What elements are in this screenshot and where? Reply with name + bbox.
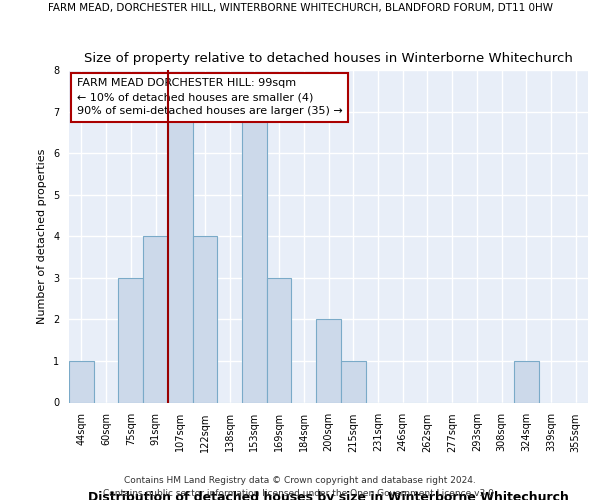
Bar bbox=[69, 361, 94, 403]
Y-axis label: Number of detached properties: Number of detached properties bbox=[37, 148, 47, 324]
Text: FARM MEAD, DORCHESTER HILL, WINTERBORNE WHITECHURCH, BLANDFORD FORUM, DT11 0HW: FARM MEAD, DORCHESTER HILL, WINTERBORNE … bbox=[47, 2, 553, 12]
Bar bbox=[242, 112, 267, 403]
Text: Contains HM Land Registry data © Crown copyright and database right 2024.
Contai: Contains HM Land Registry data © Crown c… bbox=[103, 476, 497, 498]
Bar bbox=[168, 112, 193, 403]
Bar bbox=[118, 278, 143, 402]
Bar bbox=[316, 320, 341, 402]
Bar bbox=[193, 236, 217, 402]
Bar bbox=[514, 361, 539, 403]
X-axis label: Distribution of detached houses by size in Winterborne Whitechurch: Distribution of detached houses by size … bbox=[88, 490, 569, 500]
Bar bbox=[143, 236, 168, 402]
Bar bbox=[267, 278, 292, 402]
Text: FARM MEAD DORCHESTER HILL: 99sqm
← 10% of detached houses are smaller (4)
90% of: FARM MEAD DORCHESTER HILL: 99sqm ← 10% o… bbox=[77, 78, 343, 116]
Bar bbox=[341, 361, 365, 403]
Title: Size of property relative to detached houses in Winterborne Whitechurch: Size of property relative to detached ho… bbox=[84, 52, 573, 64]
